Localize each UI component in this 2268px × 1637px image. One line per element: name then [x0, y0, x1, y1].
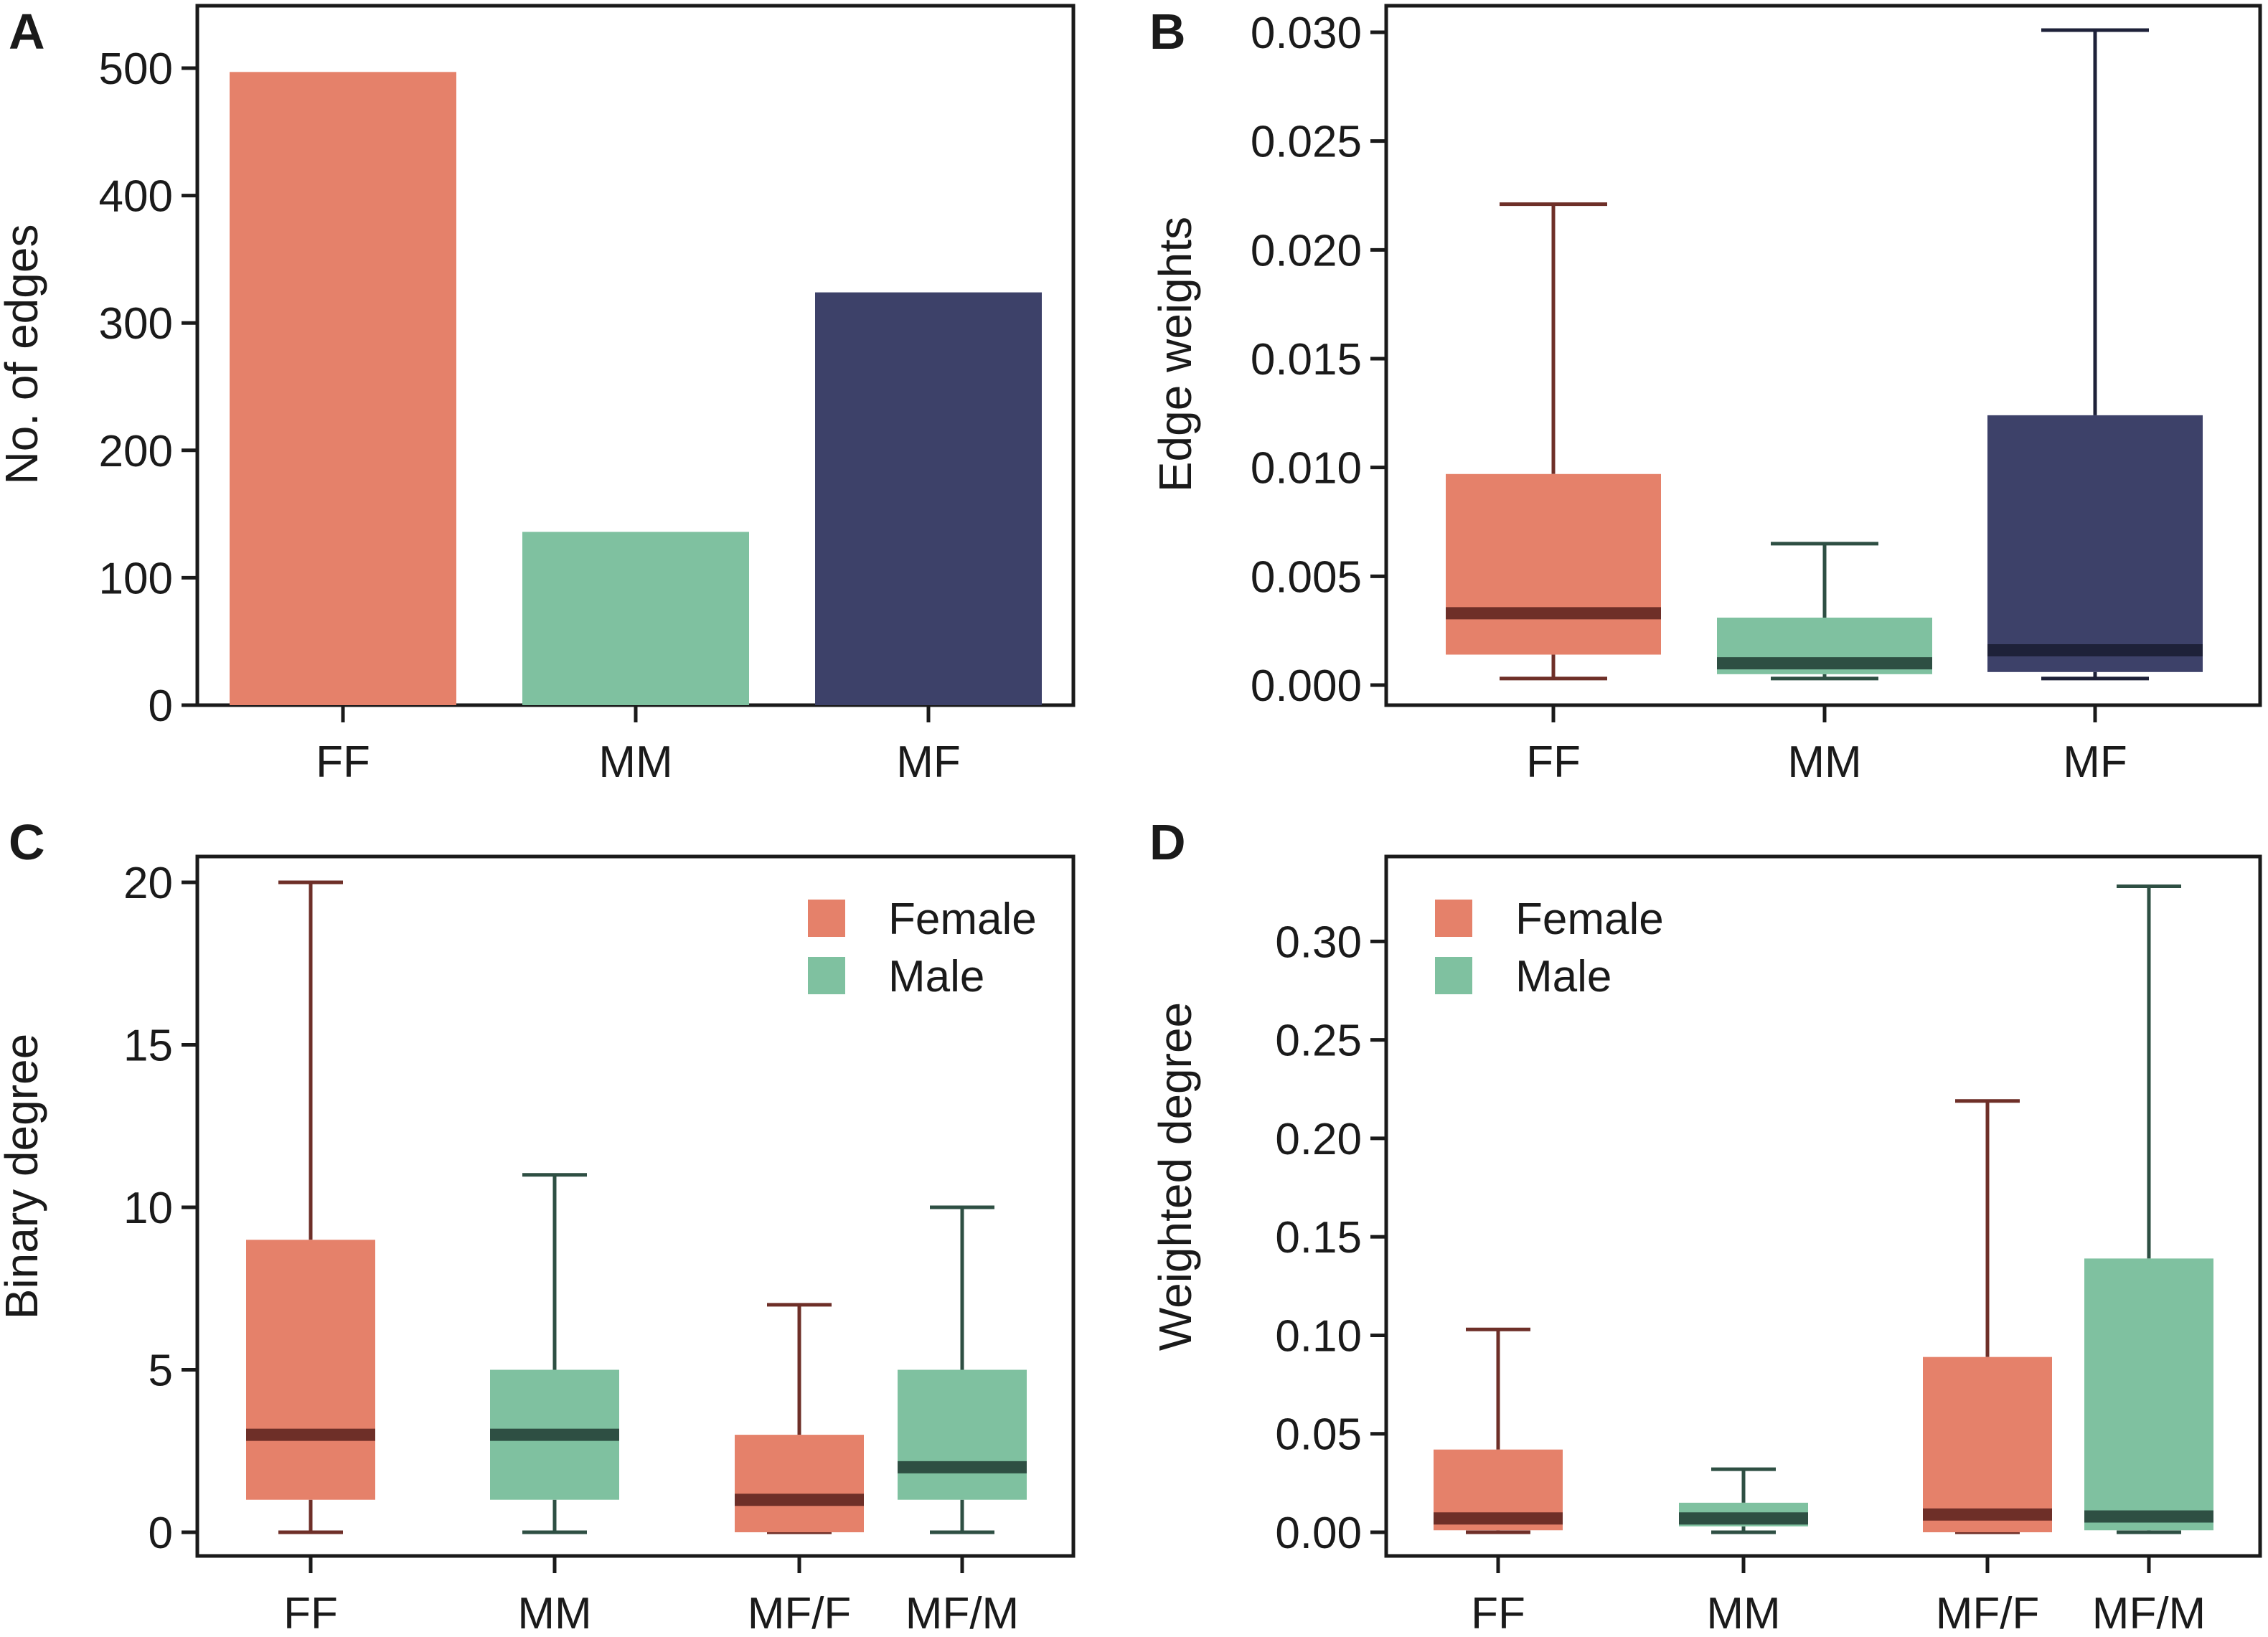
y-tick-label: 0.20 — [1275, 1115, 1362, 1164]
y-tick-label: 400 — [99, 172, 173, 222]
legend-label-male: Male — [1515, 952, 1611, 1001]
x-tick-label: MM — [598, 737, 672, 787]
x-tick-label: FF — [1471, 1589, 1525, 1637]
x-tick-label: MF/F — [1936, 1589, 2040, 1637]
y-tick-label: 0.15 — [1275, 1213, 1362, 1263]
legend-swatch-male — [808, 957, 845, 994]
box-ff — [1434, 1327, 1563, 1534]
y-tick-label: 0 — [149, 681, 173, 731]
y-tick-label: 200 — [99, 427, 173, 476]
legend: Female Male — [808, 895, 1037, 1001]
panel-letter: C — [9, 814, 45, 870]
panel-letter: A — [9, 4, 45, 60]
iqr-box — [2084, 1258, 2213, 1531]
iqr-box — [898, 1369, 1027, 1500]
y-tick-label: 0.25 — [1275, 1016, 1362, 1066]
plot-frame — [1384, 854, 2262, 1558]
box-mf — [1987, 28, 2203, 681]
legend: Female Male — [1435, 895, 1664, 1001]
x-tick-label: MF/F — [748, 1589, 852, 1637]
x-tick-label: MF — [896, 737, 961, 787]
y-tick-label: 500 — [99, 44, 173, 94]
x-tick-label: FF — [1526, 737, 1581, 787]
legend-label-female: Female — [888, 895, 1037, 944]
y-tick-label: 0.010 — [1251, 444, 1362, 494]
box-mf-m — [898, 1205, 1027, 1534]
box-mf-f — [1923, 1099, 2052, 1534]
y-tick-label: 0.05 — [1275, 1410, 1362, 1460]
y-tick-label: 0.00 — [1275, 1509, 1362, 1558]
iqr-box — [246, 1240, 375, 1500]
legend-swatch-female — [808, 900, 845, 937]
legend-label-male: Male — [888, 952, 984, 1001]
y-tick-label: 20 — [123, 859, 173, 908]
box-mm — [1679, 1467, 1808, 1534]
y-tick-label: 0.015 — [1251, 335, 1362, 385]
iqr-box — [735, 1435, 864, 1532]
iqr-box — [1923, 1357, 2052, 1532]
iqr-box — [1987, 415, 2203, 672]
y-tick-label: 15 — [123, 1022, 173, 1071]
panel-d: 0.00 0.05 0.10 0.15 0.20 0.25 0.30 Weighted deg… — [1149, 814, 2262, 1637]
iqr-box — [1446, 473, 1661, 655]
legend-swatch-male — [1435, 957, 1472, 994]
y-axis-title: Binary degree — [0, 1034, 47, 1319]
panel-a: 0 100 200 300 400 500 No. of edges A FF MM MF — [0, 4, 1076, 787]
y-axis-title: No. of edges — [0, 225, 47, 485]
x-tick-label: MM — [1706, 1589, 1780, 1637]
panel-letter: D — [1149, 814, 1186, 870]
y-axis-title: Weighted degree — [1149, 1002, 1201, 1351]
x-tick-label: FF — [316, 737, 370, 787]
panel-b: 0.000 0.005 0.010 0.015 0.020 0.025 0.030 Edge … — [1149, 4, 2262, 787]
x-tick-label: MF/M — [2092, 1589, 2206, 1637]
y-tick-label: 5 — [149, 1346, 173, 1396]
x-tick-label: MF/M — [905, 1589, 1019, 1637]
x-tick-label: MM — [1787, 737, 1861, 787]
bar-ff — [230, 72, 456, 705]
bar-mf — [815, 292, 1042, 705]
y-tick-label: 0.030 — [1251, 9, 1362, 58]
box-mm — [1717, 542, 1932, 681]
panel-c: 0 5 10 15 20 Binary degree C FF MM MF/F MF/M Female… — [0, 814, 1076, 1637]
legend-swatch-female — [1435, 900, 1472, 937]
y-tick-label: 0.10 — [1275, 1311, 1362, 1361]
y-tick-label: 0.020 — [1251, 226, 1362, 275]
box-mm — [490, 1173, 619, 1534]
y-tick-label: 10 — [123, 1184, 173, 1233]
legend-label-female: Female — [1515, 895, 1664, 944]
bar-mm — [522, 532, 749, 705]
panel-letter: B — [1149, 4, 1186, 60]
box-mf-f — [735, 1303, 864, 1534]
y-tick-label: 0.30 — [1275, 917, 1362, 967]
x-tick-label: MF — [2063, 737, 2127, 787]
y-tick-label: 0.005 — [1251, 552, 1362, 602]
box-ff — [246, 880, 375, 1534]
y-tick-label: 300 — [99, 299, 173, 349]
y-axis-title: Edge weights — [1149, 217, 1201, 492]
y-tick-label: 0.025 — [1251, 118, 1362, 167]
x-tick-label: FF — [283, 1589, 338, 1637]
y-tick-label: 0 — [149, 1509, 173, 1558]
y-tick-label: 0.000 — [1251, 661, 1362, 711]
x-tick-label: MM — [517, 1589, 591, 1637]
box-ff — [1446, 202, 1661, 681]
y-tick-label: 100 — [99, 554, 173, 603]
box-mf-m — [2084, 884, 2213, 1534]
